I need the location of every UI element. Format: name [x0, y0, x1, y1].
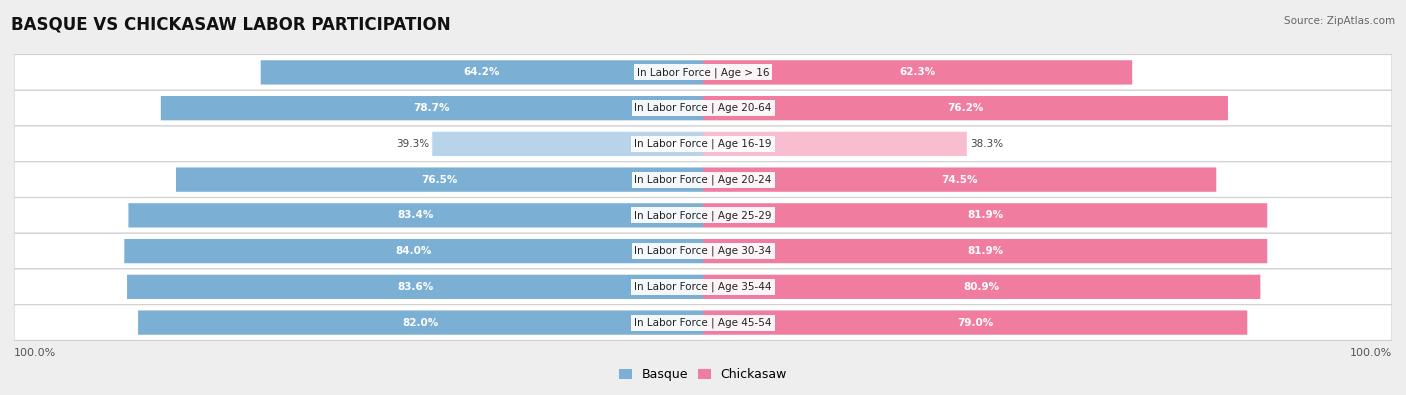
Text: 76.2%: 76.2%: [948, 103, 984, 113]
Text: 80.9%: 80.9%: [963, 282, 1000, 292]
Text: 76.5%: 76.5%: [422, 175, 458, 184]
FancyBboxPatch shape: [703, 96, 1227, 120]
Text: In Labor Force | Age 25-29: In Labor Force | Age 25-29: [634, 210, 772, 221]
Text: In Labor Force | Age 45-54: In Labor Force | Age 45-54: [634, 317, 772, 328]
FancyBboxPatch shape: [703, 203, 1267, 228]
FancyBboxPatch shape: [703, 239, 1267, 263]
Text: 78.7%: 78.7%: [413, 103, 450, 113]
FancyBboxPatch shape: [128, 203, 703, 228]
FancyBboxPatch shape: [176, 167, 703, 192]
Text: 64.2%: 64.2%: [464, 68, 501, 77]
FancyBboxPatch shape: [14, 269, 1392, 305]
Text: 84.0%: 84.0%: [395, 246, 432, 256]
Text: In Labor Force | Age > 16: In Labor Force | Age > 16: [637, 67, 769, 78]
Text: 62.3%: 62.3%: [900, 68, 936, 77]
Legend: Basque, Chickasaw: Basque, Chickasaw: [614, 363, 792, 386]
Text: 81.9%: 81.9%: [967, 211, 1004, 220]
FancyBboxPatch shape: [703, 275, 1260, 299]
Text: In Labor Force | Age 20-64: In Labor Force | Age 20-64: [634, 103, 772, 113]
FancyBboxPatch shape: [14, 90, 1392, 126]
Text: In Labor Force | Age 20-24: In Labor Force | Age 20-24: [634, 174, 772, 185]
FancyBboxPatch shape: [14, 305, 1392, 340]
Text: 100.0%: 100.0%: [1350, 348, 1392, 357]
Text: 100.0%: 100.0%: [14, 348, 56, 357]
Text: In Labor Force | Age 30-34: In Labor Force | Age 30-34: [634, 246, 772, 256]
FancyBboxPatch shape: [703, 60, 1132, 85]
FancyBboxPatch shape: [432, 132, 703, 156]
FancyBboxPatch shape: [160, 96, 703, 120]
FancyBboxPatch shape: [14, 162, 1392, 198]
Text: In Labor Force | Age 35-44: In Labor Force | Age 35-44: [634, 282, 772, 292]
FancyBboxPatch shape: [127, 275, 703, 299]
FancyBboxPatch shape: [703, 310, 1247, 335]
Text: 82.0%: 82.0%: [402, 318, 439, 327]
Text: 74.5%: 74.5%: [942, 175, 979, 184]
FancyBboxPatch shape: [14, 126, 1392, 162]
Text: 39.3%: 39.3%: [395, 139, 429, 149]
FancyBboxPatch shape: [14, 55, 1392, 90]
FancyBboxPatch shape: [124, 239, 703, 263]
FancyBboxPatch shape: [260, 60, 703, 85]
Text: Source: ZipAtlas.com: Source: ZipAtlas.com: [1284, 16, 1395, 26]
Text: In Labor Force | Age 16-19: In Labor Force | Age 16-19: [634, 139, 772, 149]
Text: 83.6%: 83.6%: [396, 282, 433, 292]
FancyBboxPatch shape: [138, 310, 703, 335]
FancyBboxPatch shape: [703, 132, 967, 156]
FancyBboxPatch shape: [14, 198, 1392, 233]
Text: 38.3%: 38.3%: [970, 139, 1004, 149]
Text: BASQUE VS CHICKASAW LABOR PARTICIPATION: BASQUE VS CHICKASAW LABOR PARTICIPATION: [11, 16, 451, 34]
FancyBboxPatch shape: [703, 167, 1216, 192]
Text: 83.4%: 83.4%: [398, 211, 434, 220]
FancyBboxPatch shape: [14, 233, 1392, 269]
Text: 81.9%: 81.9%: [967, 246, 1004, 256]
Text: 79.0%: 79.0%: [957, 318, 993, 327]
